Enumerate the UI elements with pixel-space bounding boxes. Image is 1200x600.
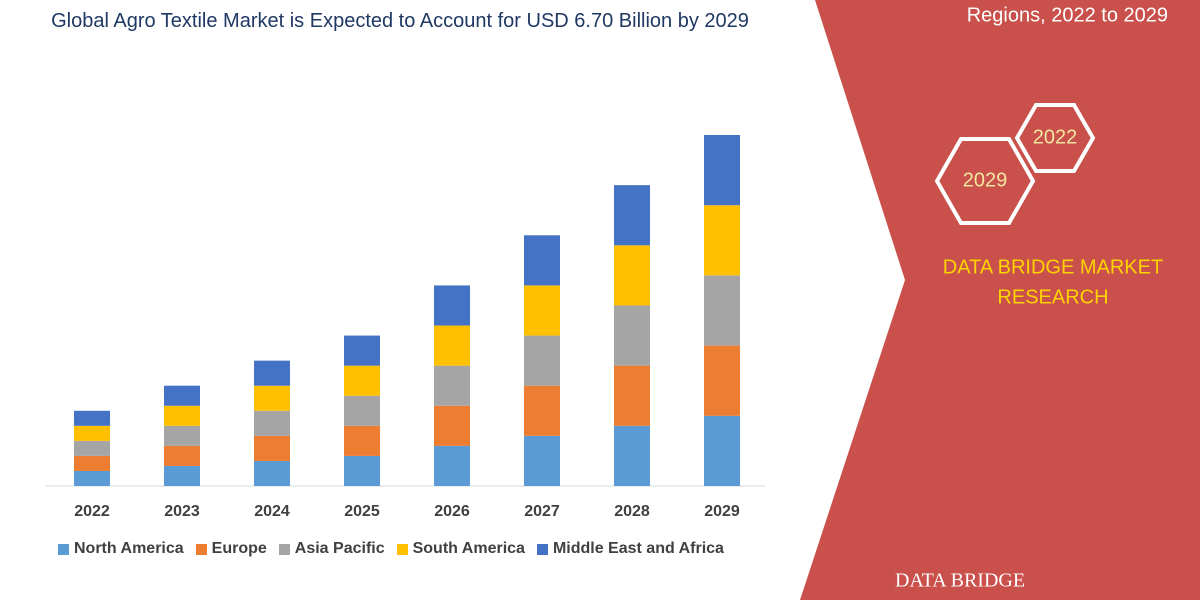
legend-label: Asia Pacific	[294, 540, 385, 557]
bar-segment	[524, 285, 560, 336]
x-tick-label: 2022	[74, 503, 110, 520]
bar-segment	[704, 345, 740, 416]
bar-segment	[704, 135, 740, 206]
bar-segment	[704, 415, 740, 486]
bar-segment	[344, 395, 380, 426]
bar-segment	[164, 445, 200, 466]
bar-segment	[254, 410, 290, 436]
bar-segment	[164, 385, 200, 406]
panel-subtitle: Regions, 2022 to 2029	[967, 4, 1168, 26]
bar-segment	[74, 425, 110, 441]
bar-segment	[614, 365, 650, 426]
bar-segment	[344, 335, 380, 366]
legend-swatch	[58, 543, 69, 555]
bar-segment	[614, 425, 650, 486]
legend: North America Europe Asia Pacific South Ame…	[58, 540, 724, 558]
logo: DATA BRIDGE	[895, 570, 1025, 592]
bar-segment	[434, 405, 470, 446]
bar-segment	[524, 385, 560, 436]
legend-item: Middle East and Africa	[536, 540, 724, 558]
brand-line: DATA BRIDGE MARKET	[943, 256, 1163, 278]
legend-swatch	[195, 543, 207, 555]
bar-segment	[434, 285, 470, 326]
side-panel	[800, 0, 1200, 600]
bar-segment	[74, 455, 110, 471]
legend-swatch	[396, 543, 408, 555]
bar-segment	[614, 305, 650, 366]
bar-segment	[254, 435, 290, 461]
bar-segment	[164, 465, 200, 486]
legend-item: Europe	[195, 540, 267, 558]
legend-item: South America	[396, 540, 525, 558]
bar-segment	[254, 460, 290, 486]
bar-segment	[434, 325, 470, 366]
chart-title: Global Agro Textile Market is Expected t…	[51, 10, 749, 32]
bar-segment	[524, 335, 560, 386]
bar-segment	[704, 205, 740, 276]
bar-segment	[74, 470, 110, 486]
bar-segment	[74, 440, 110, 456]
bar-segment	[614, 185, 650, 246]
legend-label: South America	[412, 540, 525, 557]
legend-swatch	[536, 543, 548, 555]
x-tick-label: 2024	[254, 503, 290, 520]
badge: 2022	[1033, 126, 1078, 148]
legend-label: North America	[74, 540, 184, 557]
x-tick-label: 2029	[704, 503, 740, 520]
bar-segment	[434, 445, 470, 486]
legend-label: Middle East and Africa	[552, 540, 724, 557]
x-tick-label: 2023	[164, 503, 200, 520]
bar-segment	[74, 410, 110, 426]
hexagon	[934, 137, 1036, 225]
x-tick-label: 2028	[614, 503, 650, 520]
bar-segment	[614, 245, 650, 306]
legend-label: Europe	[211, 540, 267, 557]
brand-line: RESEARCH	[997, 286, 1108, 308]
x-tick-label: 2026	[434, 503, 470, 520]
bar-segment	[524, 235, 560, 286]
bar-segment	[704, 275, 740, 346]
bar-segment	[164, 405, 200, 426]
bar-segment	[434, 365, 470, 406]
bar-segment	[344, 425, 380, 456]
badge: 2029	[963, 169, 1008, 191]
legend-item: North America	[58, 540, 184, 558]
bar-segment	[344, 365, 380, 396]
legend-swatch	[278, 543, 290, 555]
x-tick-label: 2027	[524, 503, 560, 520]
x-tick-label: 2025	[344, 503, 380, 520]
bar-segment	[254, 385, 290, 411]
bar-segment	[164, 425, 200, 446]
legend-item: Asia Pacific	[278, 540, 385, 558]
hexagon	[1014, 103, 1096, 173]
bar-segment	[344, 455, 380, 486]
bar-segment	[524, 435, 560, 486]
bar-segment	[254, 360, 290, 386]
